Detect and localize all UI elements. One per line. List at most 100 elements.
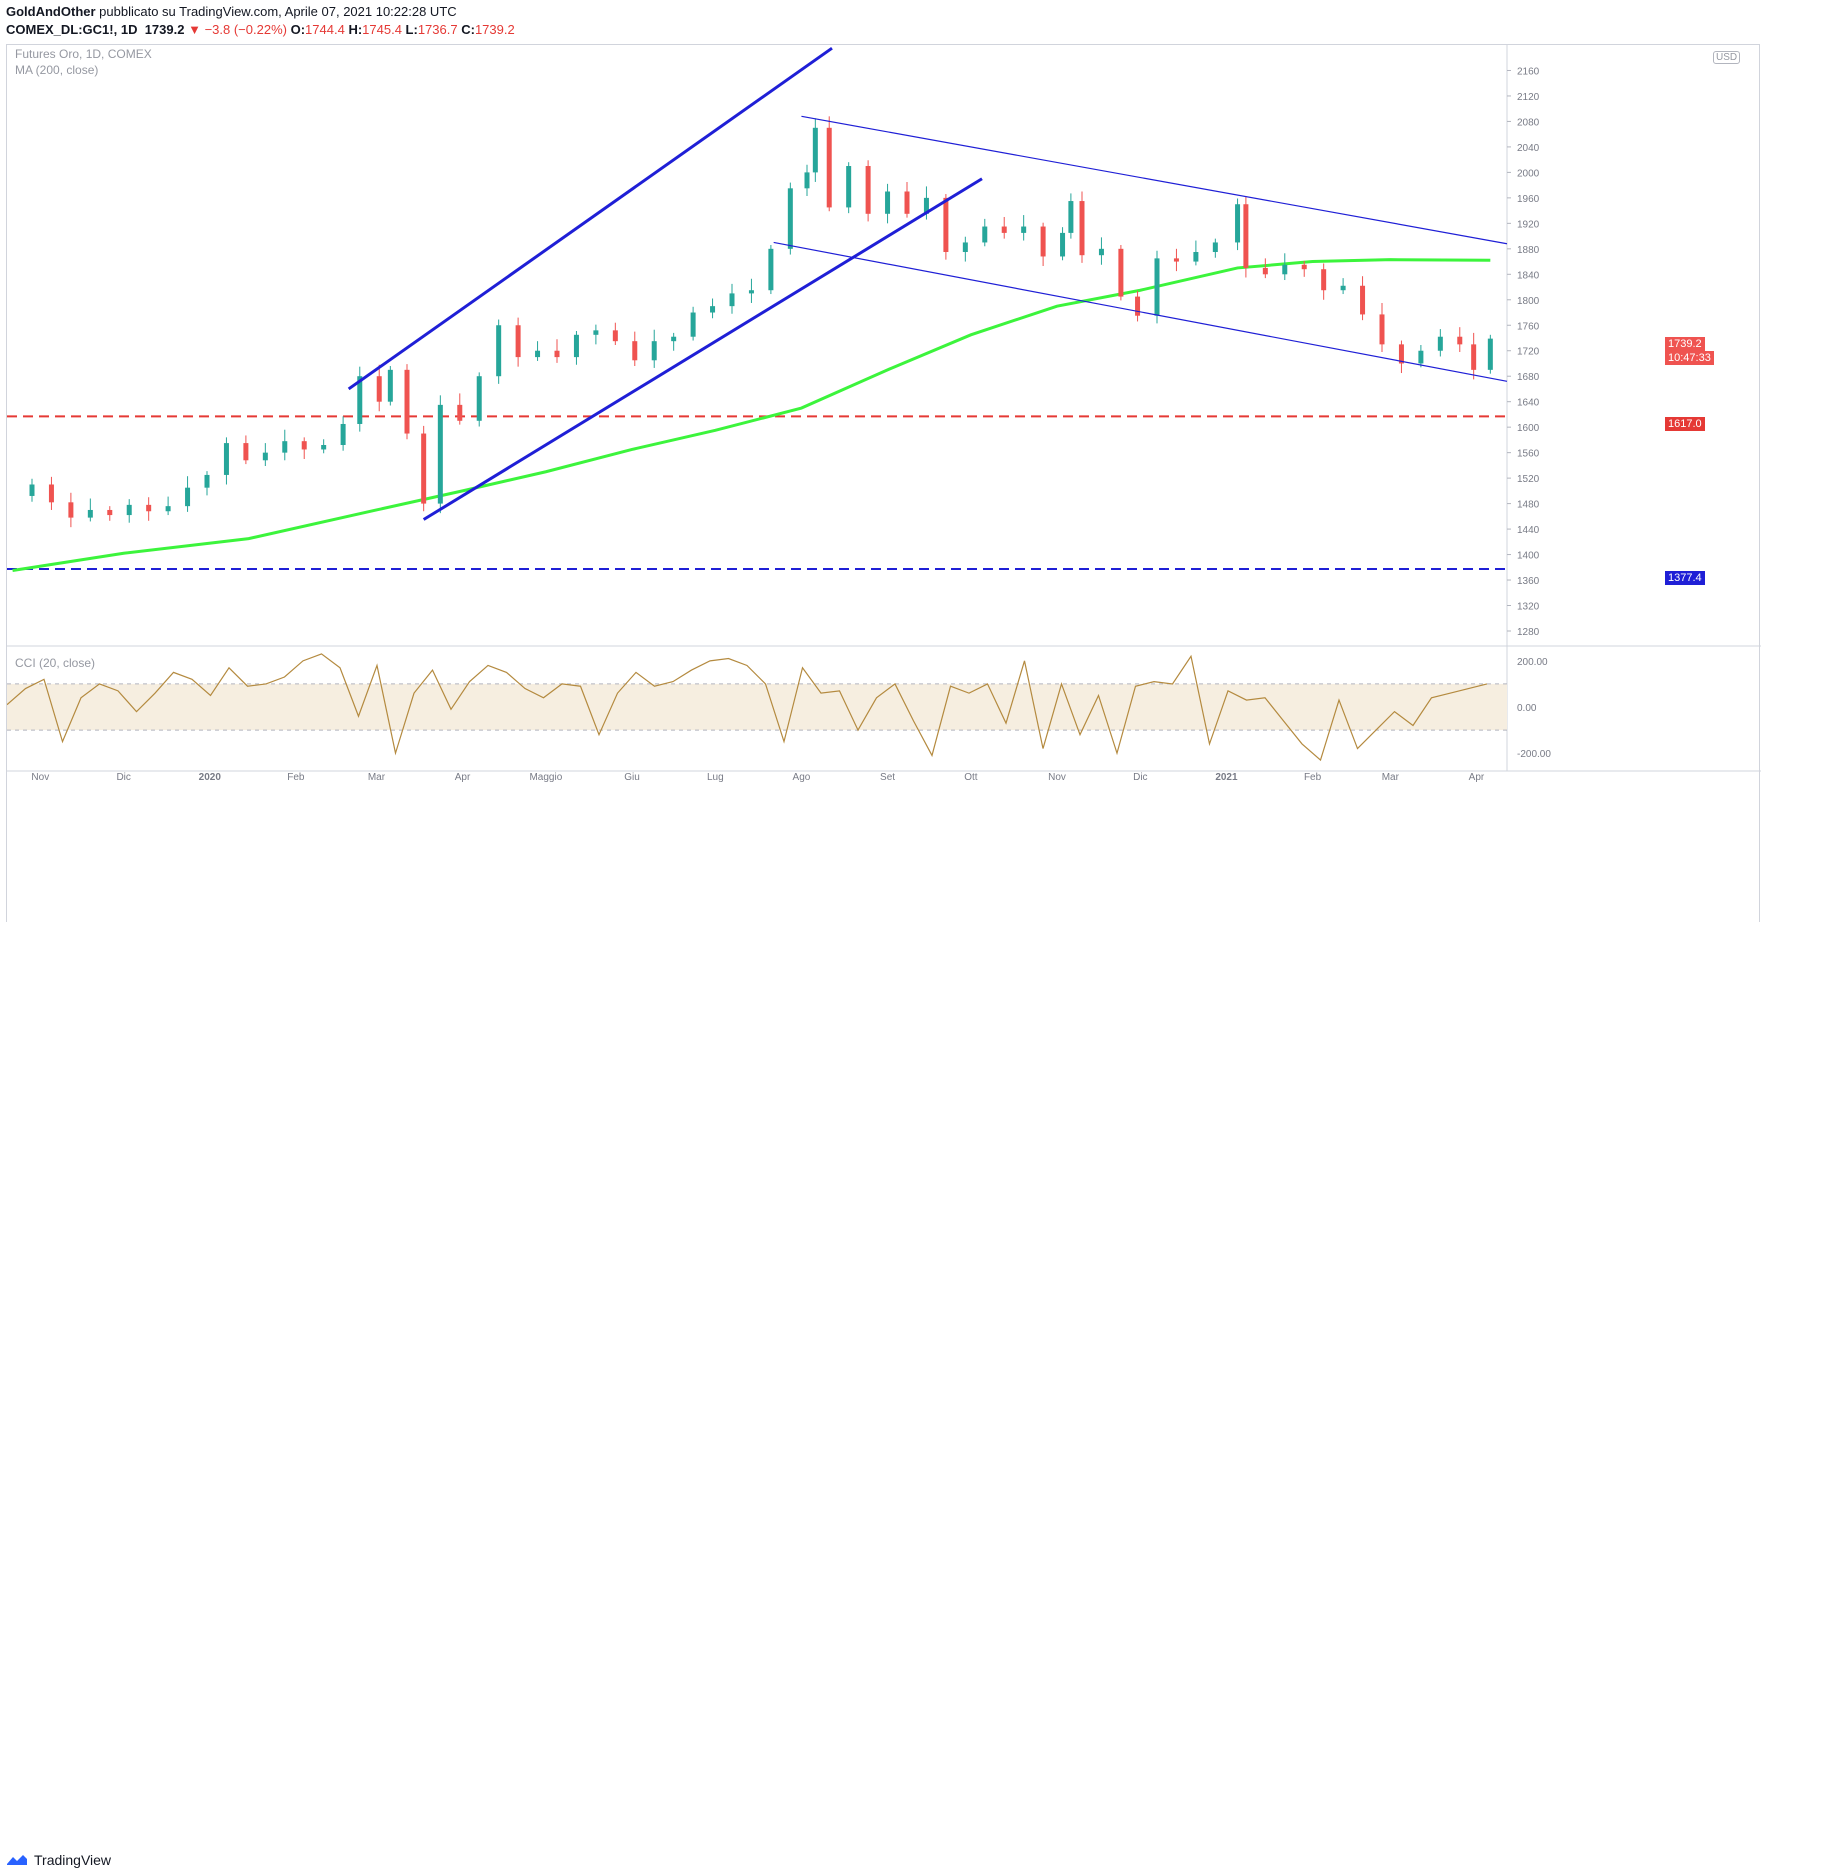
descending-channel-bottom-line: [773, 241, 1508, 382]
last-price: 1739.2: [144, 22, 185, 37]
open-value: 1744.4: [305, 22, 345, 37]
price-tick-label: 1720: [1517, 347, 1540, 358]
candle-body: [1068, 201, 1074, 233]
candle-body: [357, 376, 363, 424]
time-tick-label: Set: [880, 772, 895, 783]
candle-body: [1437, 336, 1443, 351]
candle-body: [421, 433, 427, 504]
candle-body: [457, 404, 463, 421]
chart-canvas[interactable]: 1280 1320 1360 1400 1440 1480 1520 1560 1600 1640…: [7, 45, 1761, 925]
brand-label: TradingView: [34, 1852, 112, 1868]
time-tick-label: Ott: [964, 772, 978, 783]
candle-body: [376, 376, 382, 402]
candle-body: [962, 242, 968, 253]
candle-body: [1235, 204, 1241, 243]
candle-body: [1301, 264, 1307, 270]
candle-body: [1471, 344, 1477, 370]
candle-body: [87, 509, 93, 518]
candle-body: [1360, 285, 1366, 315]
close-label: C:: [461, 22, 475, 37]
countdown-tag: 10:47:33: [1665, 351, 1714, 365]
candle-body: [1418, 350, 1424, 364]
price-tick-label: 2000: [1517, 168, 1540, 179]
candle-body: [1282, 264, 1288, 275]
candle-body: [632, 341, 638, 361]
candle-body: [982, 226, 988, 243]
candle-body: [1243, 204, 1249, 268]
candle-body: [943, 197, 949, 253]
time-tick-label: Ago: [793, 772, 811, 783]
tradingview-brand[interactable]: TradingView: [6, 1852, 111, 1868]
candle-body: [710, 306, 716, 313]
price-tick-label: 1680: [1517, 372, 1540, 383]
time-tick-label: Feb: [1304, 772, 1322, 783]
candle-body: [404, 369, 410, 434]
candle-body: [1135, 296, 1141, 316]
chart-frame[interactable]: 1280 1320 1360 1400 1440 1480 1520 1560 1600 1640…: [6, 44, 1761, 925]
candle-body: [1379, 314, 1385, 345]
candle-body: [573, 334, 579, 358]
price-tick-label: 1880: [1517, 245, 1540, 256]
price-tick-label: 1520: [1517, 474, 1540, 485]
candle-body: [1340, 285, 1346, 291]
candle-body: [812, 127, 818, 173]
price-tick-label: 2120: [1517, 92, 1540, 103]
cci-tick-label: -200.00: [1517, 749, 1551, 760]
candle-body: [804, 172, 810, 189]
price-tick-label: 1400: [1517, 551, 1540, 562]
time-tick-label: Nov: [31, 772, 49, 783]
currency-badge[interactable]: USD: [1713, 51, 1741, 64]
price-tick-label: 2040: [1517, 143, 1540, 154]
time-tick-label: Dic: [1133, 772, 1147, 783]
candle-body: [387, 369, 393, 402]
candle-body: [904, 191, 910, 214]
price-tick-label: 1760: [1517, 321, 1540, 332]
candle-body: [1098, 248, 1104, 256]
red-level-tag: 1617.0: [1665, 417, 1705, 431]
candle-body: [1398, 344, 1404, 364]
candle-body: [923, 197, 929, 214]
candle-body: [768, 248, 774, 291]
candle-body: [1154, 258, 1160, 316]
candle-body: [29, 484, 35, 496]
candle-body: [554, 350, 560, 358]
cci-band: [7, 683, 1507, 731]
cci-line: [7, 653, 1488, 762]
price-tick-label: 1920: [1517, 219, 1540, 230]
candle-body: [1118, 248, 1124, 297]
price-tick-label: 1360: [1517, 576, 1540, 587]
candle-body: [185, 487, 191, 507]
ohlc-line: COMEX_DL:GC1!, 1D 1739.2 ▼ −3.8 (−0.22%)…: [6, 22, 515, 37]
candle-body: [651, 341, 657, 361]
tradingview-logo-icon: [7, 1855, 27, 1865]
candle-body: [690, 312, 696, 337]
time-tick-label: Apr: [1469, 772, 1485, 783]
ma200-line: [12, 258, 1491, 572]
candle-body: [204, 474, 210, 488]
author-name[interactable]: GoldAndOther: [6, 4, 96, 19]
candle-body: [107, 509, 113, 516]
descending-channel-top-line: [801, 115, 1508, 245]
price-tick-label: 2160: [1517, 66, 1540, 77]
time-tick-label: Mar: [1382, 772, 1400, 783]
candle-body: [1021, 226, 1027, 233]
time-tick-label: Mar: [368, 772, 386, 783]
symbol-label: COMEX_DL:GC1!, 1D: [6, 22, 138, 37]
time-tick-label: 2020: [199, 772, 222, 783]
cci-legend: CCI (20, close): [15, 656, 96, 670]
candle-body: [476, 376, 482, 421]
price-tick-label: 1320: [1517, 602, 1540, 613]
last-price-tag: 1739.2: [1665, 337, 1705, 351]
price-tick-label: 1600: [1517, 423, 1540, 434]
candle-body: [1212, 242, 1218, 253]
low-value: 1736.7: [417, 22, 458, 37]
blue-level-tag: 1377.4: [1665, 571, 1705, 585]
time-tick-label: Giu: [624, 772, 640, 783]
candle-body: [593, 330, 599, 335]
candle-body: [165, 506, 171, 512]
candle-body: [68, 502, 74, 518]
price-change: ▼ −3.8 (−0.22%): [188, 22, 287, 37]
candle-body: [321, 445, 327, 450]
chart-header: GoldAndOther pubblicato su TradingView.c…: [0, 0, 1828, 44]
ma-legend: MA (200, close): [15, 63, 99, 77]
